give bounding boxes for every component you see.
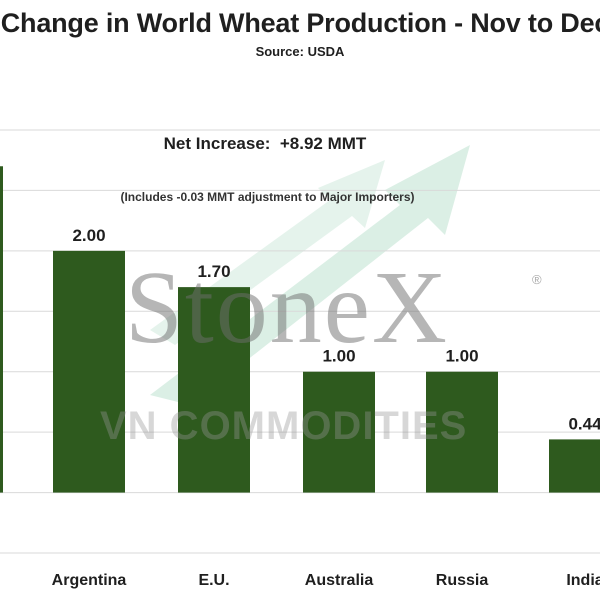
bar bbox=[426, 371, 498, 493]
chart-source: Source: USDA bbox=[255, 44, 345, 59]
bar bbox=[178, 287, 250, 493]
data-label: 1.00 bbox=[445, 347, 478, 366]
category-label: Argentina bbox=[52, 572, 127, 589]
data-label: 2.00 bbox=[72, 226, 105, 245]
cropped-bar-left bbox=[0, 166, 3, 493]
stonex-watermark-logo: StoneX bbox=[125, 250, 449, 365]
category-label: Australia bbox=[305, 572, 374, 589]
chart-title: Change in World Wheat Production - Nov t… bbox=[0, 8, 600, 38]
net-increase-annotation: Net Increase: +8.92 MMT bbox=[163, 134, 367, 153]
bar bbox=[303, 371, 375, 493]
adjustment-note: (Includes -0.03 MMT adjustment to Major … bbox=[120, 190, 415, 204]
data-label: 0.44 bbox=[568, 414, 600, 433]
registered-mark: ® bbox=[532, 272, 542, 287]
data-label: 1.00 bbox=[322, 347, 355, 366]
data-label: 1.70 bbox=[197, 262, 230, 281]
category-label: India bbox=[566, 572, 600, 589]
bar bbox=[549, 439, 600, 493]
watermark-subtext: VN COMMODITIES bbox=[100, 404, 468, 448]
bar bbox=[53, 250, 125, 493]
category-label: E.U. bbox=[198, 572, 229, 589]
category-label: Russia bbox=[436, 572, 489, 589]
